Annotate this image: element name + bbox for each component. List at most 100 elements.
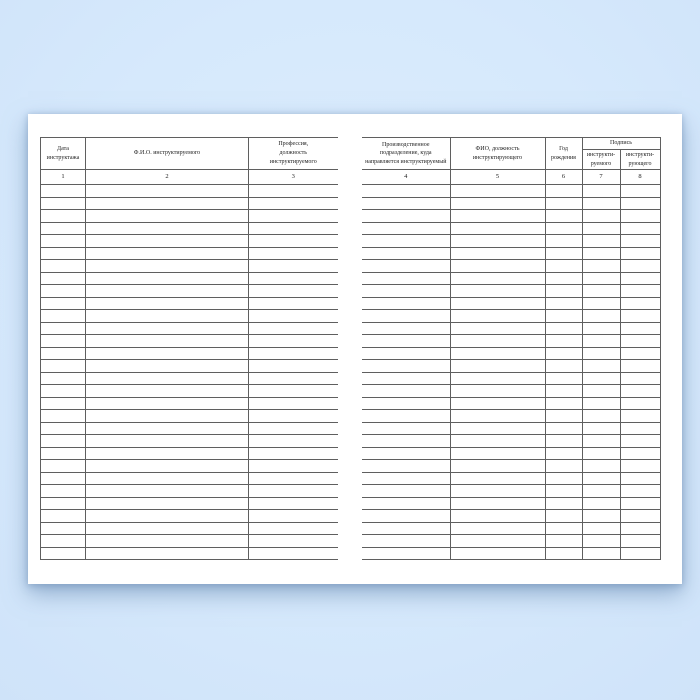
empty-cell [619,221,661,236]
empty-cell [544,446,583,461]
empty-cell [248,234,338,248]
empty-row [40,534,338,548]
empty-cell [619,521,661,536]
empty-cell [248,546,338,560]
empty-cell [85,209,249,223]
empty-cell [362,546,451,561]
empty-cell [40,409,86,423]
empty-cell [85,284,249,298]
column-number-1: 1 [40,169,86,185]
empty-cell [362,471,451,486]
empty-row [362,296,661,311]
empty-row [40,259,338,273]
empty-cell [449,246,546,261]
empty-cell [40,271,86,285]
empty-cell [40,534,86,548]
left-number-row: 1 2 3 [40,169,338,185]
empty-cell [40,434,86,448]
empty-row [40,209,338,223]
header-profession-position: Профессия, должность инструктируемого [248,137,338,170]
empty-row [362,471,661,486]
empty-cell [85,346,249,360]
empty-row [362,359,661,373]
empty-cell [581,184,621,198]
empty-cell [619,196,661,211]
empty-cell [85,196,249,210]
empty-cell [544,371,583,386]
empty-cell [362,271,451,286]
empty-cell [85,521,249,535]
header-signature-instructed: инструкти- руемого [581,148,621,171]
empty-cell [85,259,249,273]
empty-row [40,421,338,435]
empty-cell [449,221,546,236]
empty-cell [40,334,86,348]
empty-cell [544,509,583,523]
empty-cell [362,246,451,261]
empty-row [40,284,338,298]
empty-row [362,321,661,336]
column-number-7: 7 [581,169,621,186]
empty-cell [40,196,86,210]
left-page-table: Дата инструктажа Ф.И.О. инструктируемого… [40,137,338,560]
empty-cell [619,384,661,398]
empty-cell [40,346,86,360]
empty-cell [362,421,451,436]
empty-row [40,409,338,423]
empty-cell [362,334,451,348]
empty-cell [40,521,86,535]
empty-row [362,334,661,348]
empty-row [362,309,661,323]
empty-cell [362,209,451,223]
empty-cell [619,546,661,561]
empty-cell [581,346,621,361]
empty-cell [449,459,546,473]
empty-row [362,371,661,386]
header-production-unit: Производственное подразделение, куда нап… [362,136,451,171]
header-fio-instructed: Ф.И.О. инструктируемого [85,137,249,170]
empty-row [362,409,661,423]
empty-cell [544,321,583,336]
empty-cell [544,334,583,348]
empty-cell [40,396,86,410]
empty-row [40,271,338,285]
empty-cell [362,434,451,448]
empty-cell [619,496,661,511]
empty-cell [449,346,546,361]
empty-cell [362,509,451,523]
empty-row [40,221,338,235]
empty-row [40,471,338,485]
column-number-8: 8 [619,169,661,186]
empty-cell [362,534,451,548]
empty-cell [619,321,661,336]
empty-cell [85,321,249,335]
empty-cell [40,234,86,248]
empty-cell [581,259,621,273]
empty-cell [449,196,546,211]
empty-cell [619,421,661,436]
empty-cell [544,409,583,423]
left-table-body [40,184,338,560]
empty-cell [40,321,86,335]
empty-cell [581,296,621,311]
empty-cell [248,384,338,398]
empty-cell [449,321,546,336]
column-number-6: 6 [544,169,583,186]
empty-cell [619,296,661,311]
empty-cell [619,259,661,273]
empty-cell [85,334,249,348]
empty-cell [248,321,338,335]
empty-cell [449,534,546,548]
empty-cell [248,309,338,323]
empty-row [362,396,661,411]
empty-cell [362,359,451,373]
empty-cell [362,396,451,411]
empty-cell [581,521,621,536]
empty-cell [362,221,451,236]
empty-cell [581,246,621,261]
empty-cell [40,359,86,373]
empty-cell [619,434,661,448]
empty-cell [362,346,451,361]
empty-row [40,546,338,560]
